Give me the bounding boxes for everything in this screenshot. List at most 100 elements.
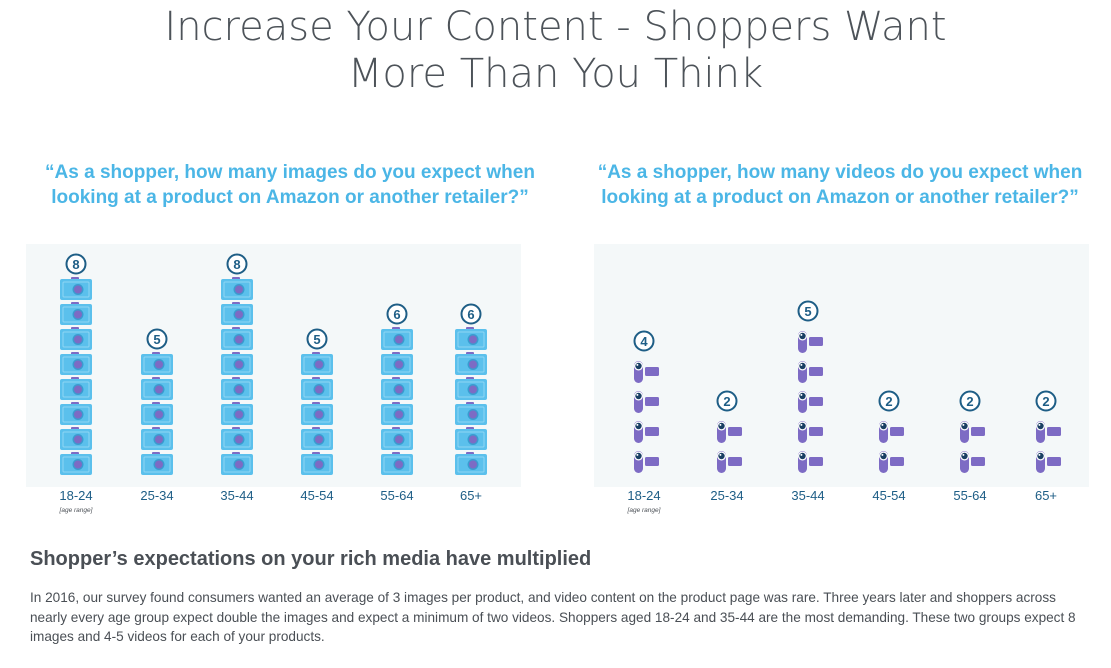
bar-55-64	[381, 327, 413, 475]
camera-icon	[221, 452, 253, 475]
camera-icon	[301, 377, 333, 400]
images-question-line-2: looking at a product on Amazon or anothe…	[51, 187, 529, 208]
camera-icon	[381, 452, 413, 475]
images-chart-panel	[26, 244, 521, 487]
camera-icon	[221, 327, 253, 350]
bar-18-24	[634, 361, 659, 473]
camera-icon	[301, 402, 333, 425]
bar-25-34	[717, 421, 742, 473]
value-badge	[797, 300, 819, 322]
images-question: “As a shopper, how many images do you ex…	[10, 160, 570, 210]
camcorder-icon	[879, 451, 904, 473]
camcorder-icon	[634, 451, 659, 473]
camera-icon	[455, 402, 487, 425]
data-label: 2	[723, 394, 730, 409]
camera-icon	[221, 302, 253, 325]
data-label: 8	[72, 257, 79, 272]
bar-35-44	[798, 331, 823, 473]
camcorder-icon	[960, 421, 985, 443]
camera-icon	[455, 352, 487, 375]
data-label: 5	[804, 304, 811, 319]
camera-icon	[301, 352, 333, 375]
camcorder-icon	[1036, 421, 1061, 443]
data-label: 4	[640, 334, 648, 349]
value-badge	[633, 330, 655, 352]
camera-icon	[221, 377, 253, 400]
camera-icon	[381, 327, 413, 350]
summary-heading: Shopper’s expectations on your rich medi…	[30, 548, 592, 570]
data-label: 2	[1042, 394, 1049, 409]
camcorder-icon	[798, 391, 823, 413]
x-tick-label: 25-34	[710, 488, 743, 503]
x-tick-label: 18-24	[59, 488, 92, 503]
camera-icon	[60, 427, 92, 450]
camera-icon	[221, 427, 253, 450]
x-tick-label: 55-64	[380, 488, 413, 503]
data-label: 6	[393, 307, 400, 322]
bar-45-54	[879, 421, 904, 473]
camera-icon	[141, 402, 173, 425]
x-tick-label: 55-64	[953, 488, 986, 503]
x-tick-label: 25-34	[140, 488, 173, 503]
value-badge	[716, 390, 738, 412]
videos-question: “As a shopper, how many videos do you ex…	[560, 160, 1111, 210]
camera-icon	[381, 352, 413, 375]
x-tick-label: 45-54	[300, 488, 333, 503]
camcorder-icon	[798, 361, 823, 383]
camera-icon	[141, 452, 173, 475]
videos-question-line-1: “As a shopper, how many videos do you ex…	[597, 162, 1083, 183]
value-badge	[226, 253, 248, 275]
page-title-line-1: Increase Your Content - Shoppers Want	[164, 4, 947, 50]
data-label: 6	[467, 307, 474, 322]
images-chart: 8 18-24 5 25-34 8 35-44 5 45-54 6 55-64 6 65+ [age r…	[59, 253, 487, 514]
camera-icon	[455, 452, 487, 475]
x-tick-label: 45-54	[872, 488, 905, 503]
value-badge	[460, 303, 482, 325]
camcorder-icon	[717, 421, 742, 443]
bar-65+	[1036, 421, 1061, 473]
images-question-line-1: “As a shopper, how many images do you ex…	[45, 162, 535, 183]
videos-chart: 4 18-24 2 25-34 5 35-44 2 45-54 2 55-64 2 65+ [age r…	[627, 300, 1061, 514]
data-label: 2	[885, 394, 892, 409]
camera-icon	[381, 402, 413, 425]
camera-icon	[60, 352, 92, 375]
value-badge	[306, 328, 328, 350]
page-title: Increase Your Content - Shoppers Want Mo…	[0, 4, 1111, 98]
videos-chart-panel	[594, 244, 1089, 487]
summary-body: In 2016, our survey found consumers want…	[30, 590, 1076, 644]
axis-note: [age range]	[627, 507, 661, 514]
videos-question-line-2: looking at a product on Amazon or anothe…	[601, 187, 1079, 208]
camera-icon	[60, 277, 92, 300]
camera-icon	[381, 377, 413, 400]
camera-icon	[455, 377, 487, 400]
x-tick-label: 65+	[1035, 488, 1057, 503]
camera-icon	[301, 452, 333, 475]
value-badge	[146, 328, 168, 350]
camcorder-icon	[798, 451, 823, 473]
bar-55-64	[960, 421, 985, 473]
data-label: 2	[966, 394, 973, 409]
value-badge	[878, 390, 900, 412]
camera-icon	[455, 327, 487, 350]
x-tick-label: 18-24	[627, 488, 660, 503]
camcorder-icon	[717, 451, 742, 473]
camcorder-icon	[634, 421, 659, 443]
camera-icon	[141, 352, 173, 375]
camera-icon	[60, 302, 92, 325]
camera-icon	[221, 402, 253, 425]
data-label: 5	[153, 332, 160, 347]
camcorder-icon	[634, 361, 659, 383]
camcorder-icon	[634, 391, 659, 413]
x-tick-label: 35-44	[220, 488, 253, 503]
value-badge	[1035, 390, 1057, 412]
camera-icon	[141, 427, 173, 450]
bar-45-54	[301, 352, 333, 475]
camera-icon	[301, 427, 333, 450]
bar-35-44	[221, 277, 253, 475]
camera-icon	[60, 377, 92, 400]
data-label: 5	[313, 332, 320, 347]
bar-65+	[455, 327, 487, 475]
camcorder-icon	[879, 421, 904, 443]
x-tick-label: 65+	[460, 488, 482, 503]
value-badge	[386, 303, 408, 325]
